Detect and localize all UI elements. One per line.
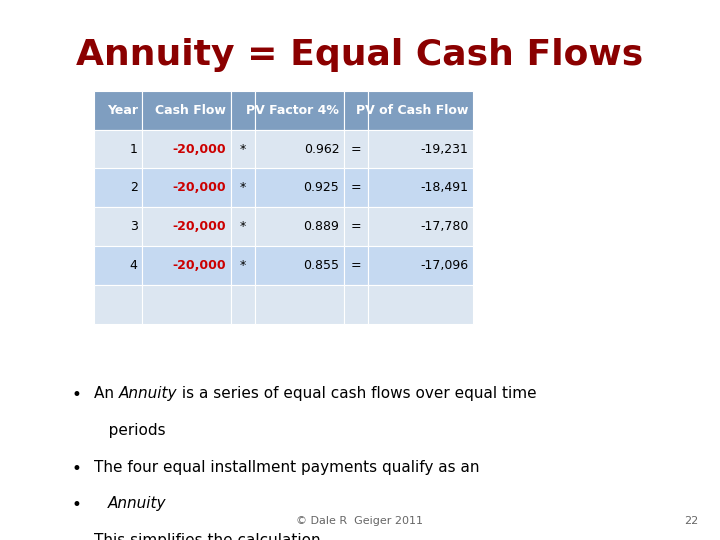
FancyBboxPatch shape (94, 285, 142, 324)
Text: Annuity: Annuity (108, 496, 167, 511)
Text: •: • (72, 460, 82, 477)
FancyBboxPatch shape (255, 285, 343, 324)
FancyBboxPatch shape (368, 207, 472, 246)
Text: -20,000: -20,000 (173, 181, 226, 194)
FancyBboxPatch shape (142, 91, 230, 130)
FancyBboxPatch shape (343, 246, 368, 285)
FancyBboxPatch shape (142, 285, 230, 324)
Text: -20,000: -20,000 (173, 143, 226, 156)
Text: Year: Year (107, 104, 138, 117)
FancyBboxPatch shape (343, 285, 368, 324)
Text: 22: 22 (684, 516, 698, 526)
Text: -17,780: -17,780 (420, 220, 468, 233)
FancyBboxPatch shape (255, 168, 343, 207)
Text: An: An (94, 386, 119, 401)
Text: 0.889: 0.889 (303, 220, 339, 233)
Text: -19,231: -19,231 (420, 143, 468, 156)
FancyBboxPatch shape (343, 91, 368, 130)
Text: This simplifies the calculation: This simplifies the calculation (94, 533, 320, 540)
Text: 1: 1 (130, 143, 138, 156)
FancyBboxPatch shape (230, 246, 255, 285)
FancyBboxPatch shape (368, 246, 472, 285)
FancyBboxPatch shape (255, 130, 343, 168)
Text: =: = (351, 143, 361, 156)
FancyBboxPatch shape (255, 207, 343, 246)
Text: 0.962: 0.962 (304, 143, 339, 156)
Text: Annuity: Annuity (119, 386, 177, 401)
FancyBboxPatch shape (230, 130, 255, 168)
Text: -18,491: -18,491 (420, 181, 468, 194)
FancyBboxPatch shape (230, 168, 255, 207)
FancyBboxPatch shape (255, 246, 343, 285)
Text: -17,096: -17,096 (420, 259, 468, 272)
Text: •: • (72, 386, 82, 404)
Text: 3: 3 (130, 220, 138, 233)
Text: Annuity = Equal Cash Flows: Annuity = Equal Cash Flows (76, 38, 644, 72)
Text: is a series of equal cash flows over equal time: is a series of equal cash flows over equ… (177, 386, 536, 401)
Text: © Dale R  Geiger 2011: © Dale R Geiger 2011 (297, 516, 423, 526)
Text: The four equal installment payments qualify as an: The four equal installment payments qual… (94, 460, 479, 475)
Text: •: • (72, 496, 82, 514)
Text: *: * (240, 143, 246, 156)
Text: =: = (351, 181, 361, 194)
FancyBboxPatch shape (94, 168, 142, 207)
FancyBboxPatch shape (94, 207, 142, 246)
Text: Cash Flow: Cash Flow (156, 104, 226, 117)
FancyBboxPatch shape (368, 91, 472, 130)
FancyBboxPatch shape (368, 130, 472, 168)
Text: *: * (240, 259, 246, 272)
FancyBboxPatch shape (230, 285, 255, 324)
FancyBboxPatch shape (230, 91, 255, 130)
Text: 0.855: 0.855 (303, 259, 339, 272)
FancyBboxPatch shape (255, 91, 343, 130)
Text: 4: 4 (130, 259, 138, 272)
FancyBboxPatch shape (343, 207, 368, 246)
FancyBboxPatch shape (368, 285, 472, 324)
FancyBboxPatch shape (142, 207, 230, 246)
Text: -20,000: -20,000 (173, 220, 226, 233)
Text: =: = (351, 259, 361, 272)
FancyBboxPatch shape (368, 168, 472, 207)
Text: 2: 2 (130, 181, 138, 194)
Text: PV of Cash Flow: PV of Cash Flow (356, 104, 468, 117)
FancyBboxPatch shape (94, 130, 142, 168)
FancyBboxPatch shape (142, 246, 230, 285)
Text: *: * (240, 181, 246, 194)
Text: =: = (351, 220, 361, 233)
FancyBboxPatch shape (94, 91, 142, 130)
FancyBboxPatch shape (142, 168, 230, 207)
FancyBboxPatch shape (343, 130, 368, 168)
Text: periods: periods (94, 423, 165, 438)
FancyBboxPatch shape (142, 130, 230, 168)
Text: 0.925: 0.925 (304, 181, 339, 194)
Text: *: * (240, 220, 246, 233)
Text: PV Factor 4%: PV Factor 4% (246, 104, 339, 117)
FancyBboxPatch shape (230, 207, 255, 246)
Text: -20,000: -20,000 (173, 259, 226, 272)
FancyBboxPatch shape (94, 246, 142, 285)
FancyBboxPatch shape (343, 168, 368, 207)
